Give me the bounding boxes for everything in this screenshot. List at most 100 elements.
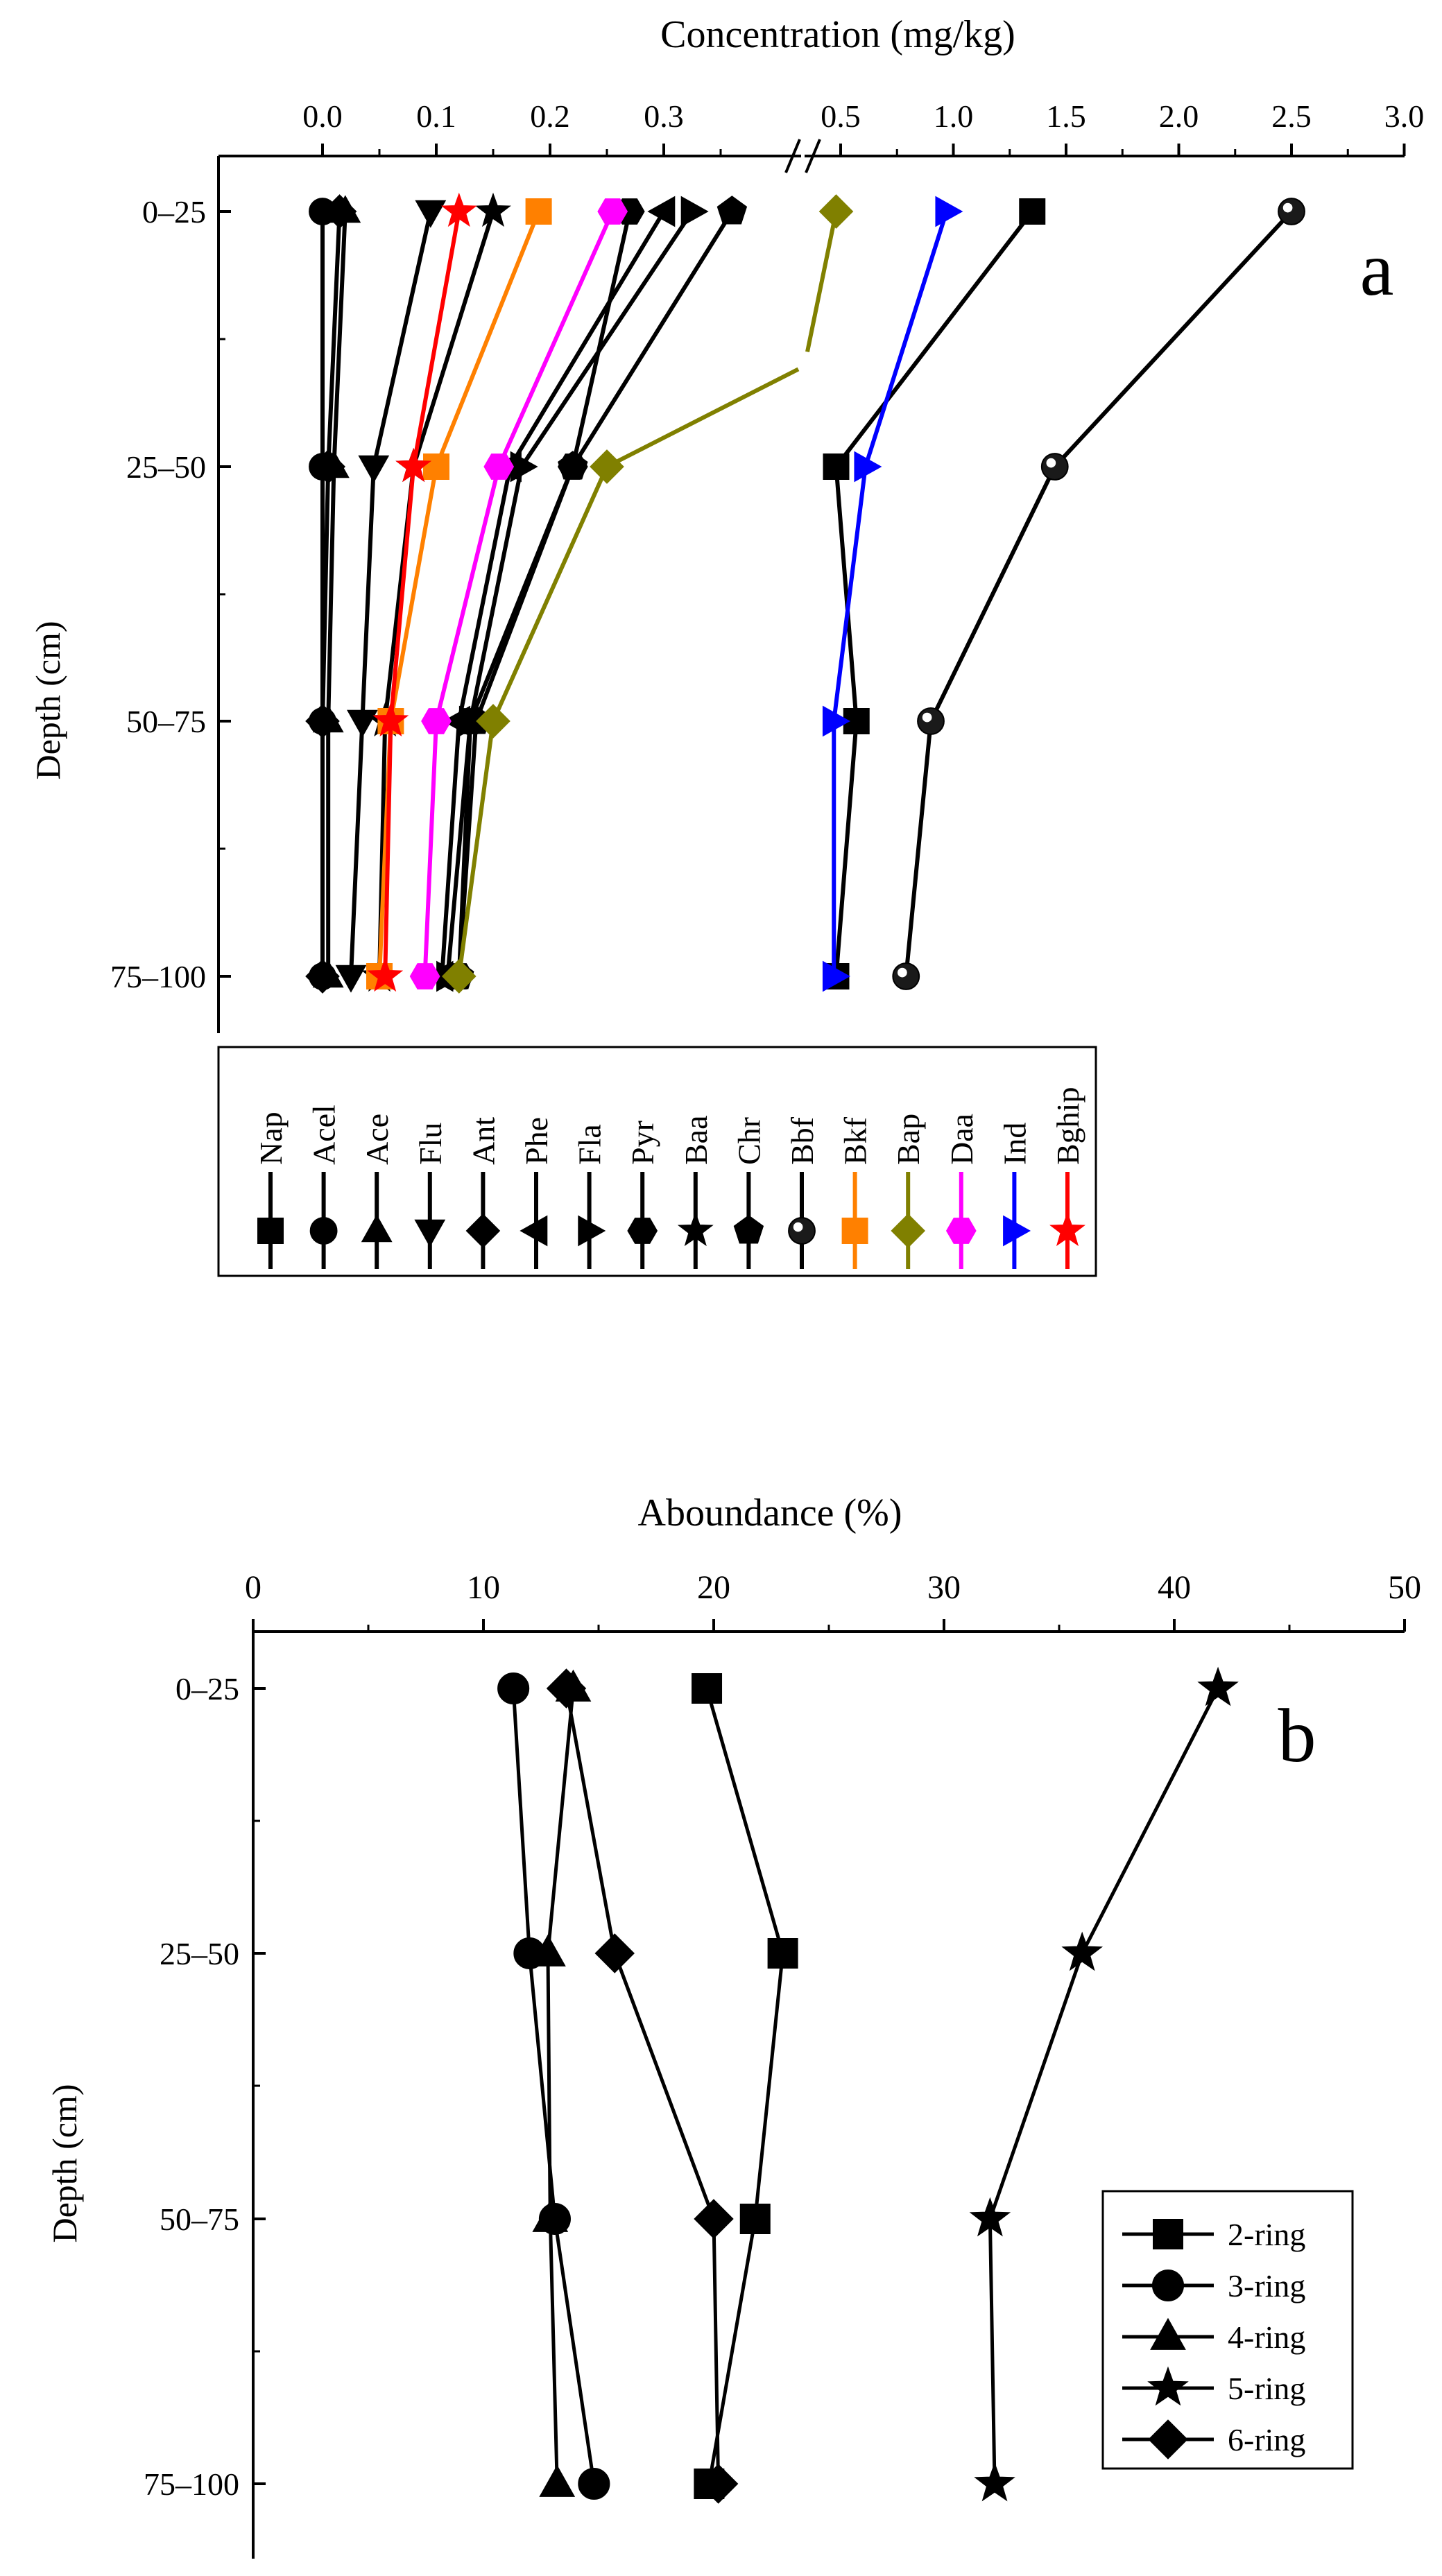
panel-a-point-daa (421, 708, 452, 734)
panel-b-y-tick-label: 0–25 (175, 1671, 239, 1706)
panel-a-point-bbf-body (892, 962, 920, 990)
panel-b-x-tick-label: 0 (245, 1569, 261, 1606)
panel-a-legend-label: Phe (519, 1117, 554, 1165)
panel-a-point-chr (558, 451, 588, 480)
panel-a-legend-marker (309, 1217, 338, 1245)
panel-a-point-bghip (367, 957, 404, 992)
panel-b-legend-entry-2-ring: 2-ring (1122, 2217, 1305, 2252)
panel-a-x-tick-label: 3.0 (1384, 98, 1425, 134)
panel-b-line-5-ring (988, 1687, 1220, 2484)
panel-a-legend-label: Ace (359, 1114, 395, 1165)
panel-b-line-6-ring (565, 1688, 721, 2484)
panel-a-legend-entry-nap: Nap (253, 1112, 289, 1269)
panel-b-line-4-ring (546, 1688, 575, 2484)
panel-a-legend-label: Bkf (838, 1116, 873, 1165)
panel-a-legend-label: Baa (678, 1115, 714, 1165)
panel-b-legend-marker (1151, 2269, 1185, 2302)
panel-a-line-bap (491, 465, 609, 723)
panel-a-series-bghip (367, 192, 477, 992)
panel-a-point-bbf-highlight (922, 712, 932, 723)
panel-a-legend-label: Daa (944, 1114, 979, 1165)
panel-a-point-bbf-highlight (1282, 202, 1293, 213)
panel-a-point-ind (854, 451, 882, 483)
panel-a-line-phe (440, 210, 666, 977)
panel-b-label: b (1278, 1693, 1316, 1778)
panel-a-point-fla (680, 196, 709, 227)
panel-b-point-2-ring (692, 1673, 723, 1704)
panel-a-point-chr (716, 196, 748, 225)
panel-b: Aboundance (%) Depth (cm) b 0 10 20 30 40 500… (45, 1492, 1421, 2559)
panel-b-legend-label: 3-ring (1228, 2268, 1305, 2303)
panel-a-line-fla (445, 210, 694, 977)
panel-a-point-bkf (423, 453, 449, 480)
panel-b-x-tick-label: 40 (1158, 1569, 1191, 1606)
panel-a-legend-label: Bap (891, 1114, 926, 1165)
panel-a-point-bap (476, 704, 510, 738)
panel-a-line-bap (606, 367, 800, 469)
panel-b-point-5-ring (1061, 1931, 1103, 1971)
panel-a-legend-entry-baa: Baa (677, 1115, 714, 1269)
panel-b-legend-entry-6-ring: 6-ring (1122, 2419, 1305, 2460)
panel-a-y-axis-label: Depth (cm) (28, 621, 67, 779)
panel-a-legend-marker (414, 1219, 446, 1247)
panel-a-line-pyr (456, 211, 632, 977)
panel-a-legend-entry-ant: Ant (465, 1117, 501, 1269)
panel-b-axes: 0 10 20 30 40 50 0–25 25–50 50–75 75–100 (144, 1569, 1421, 2559)
panel-b-legend-label: 2-ring (1228, 2217, 1305, 2252)
panel-a-line-ace (326, 211, 347, 976)
panel-a-x-tick-label: 2.0 (1159, 98, 1199, 134)
panel-a-legend-entry-chr: Chr (731, 1117, 766, 1269)
panel-a-point-bbf-highlight (898, 967, 907, 978)
panel-a-legend-entry-bap: Bap (891, 1114, 926, 1269)
panel-a-point-bbf-body (1278, 198, 1305, 225)
panel-a-legend-marker (465, 1213, 501, 1248)
panel-a-x-tick-label: 0.2 (530, 98, 570, 134)
panel-a-y-tick-label: 25–50 (126, 449, 206, 485)
panel-a-series-bbf (892, 198, 1305, 990)
panel-a-axes: 0.0 0.1 0.2 0.3 0.5 1.0 1.5 2.0 2.5 3.0 0–25 25–50 5… (110, 98, 1424, 1033)
panel-a-legend-marker (1003, 1215, 1031, 1247)
panel-a-series-bap (441, 194, 854, 994)
panel-a-legend-label: Ant (465, 1117, 501, 1165)
panel-a-legend-label: Pyr (625, 1121, 660, 1165)
panel-a-point-ind (822, 705, 850, 737)
panel-a-line-ant (320, 211, 342, 976)
panel-a-legend-entry-bkf: Bkf (838, 1116, 873, 1269)
panel-a-axis-break-mark-right (805, 139, 821, 173)
panel-a-point-bkf (525, 198, 552, 225)
panel-a-x-tick-label: 0.3 (644, 98, 684, 134)
panel-a-line-nap (834, 210, 1034, 977)
panel-a-point-bghip (395, 447, 432, 483)
panel-b-y-axis-label: Depth (cm) (45, 2084, 84, 2242)
panel-b-point-2-ring (739, 2204, 771, 2234)
panel-a-x-axis-label: Concentration (mg/kg) (660, 13, 1015, 56)
panel-b-legend-marker (1153, 2219, 1183, 2249)
panel-a-point-ant (322, 194, 357, 229)
panel-a-legend-label: Acel (307, 1105, 342, 1165)
panel-a-point-bbf (917, 707, 945, 735)
panel-a-legend-box (217, 1046, 1097, 1277)
panel-a-legend-label: Fla (572, 1124, 608, 1165)
panel-b-point-4-ring (530, 1934, 566, 1966)
panel-a-legend-label: Chr (731, 1117, 766, 1165)
panel-a-legend-entry-daa: Daa (944, 1114, 979, 1269)
panel-a-line-ind (832, 211, 949, 976)
panel-a-legend-entry-bbf: Bbf (784, 1116, 820, 1269)
panel-a-line-flu (349, 211, 433, 977)
panel-a-legend-entry-phe: Phe (519, 1117, 554, 1269)
panel-a-point-ant (305, 959, 340, 994)
panel-a-point-bap (441, 959, 477, 994)
panel-b-y-tick-label: 25–50 (160, 1936, 239, 1971)
panel-b-line-2-ring (705, 1688, 785, 2484)
panel-a-legend-entry-ind: Ind (997, 1123, 1032, 1269)
panel-a-line-bbf (904, 209, 1294, 977)
panel-a-point-flu (415, 200, 447, 228)
panel-a-y-tick-label: 50–75 (126, 704, 206, 739)
panel-a: Concentration (mg/kg) Depth (cm) a 0.0 0.… (28, 13, 1424, 1277)
panel-a-point-bbf (892, 962, 920, 990)
panel-a-line-bap (805, 211, 839, 353)
panel-b-line-3-ring (511, 1688, 596, 2484)
panel-a-legend-marker (257, 1218, 284, 1244)
